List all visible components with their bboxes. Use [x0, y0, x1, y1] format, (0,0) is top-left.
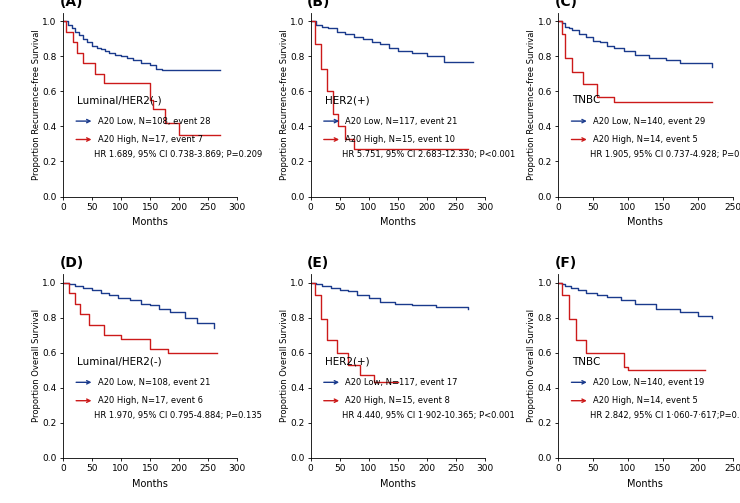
- Text: (E): (E): [307, 256, 329, 270]
- Text: HR 2.842, 95% CI 1·060-7·617;P=0.030: HR 2.842, 95% CI 1·060-7·617;P=0.030: [590, 411, 740, 420]
- Text: (B): (B): [307, 0, 331, 9]
- X-axis label: Months: Months: [628, 478, 663, 488]
- Y-axis label: Proportion Recurrence-free Survival: Proportion Recurrence-free Survival: [32, 29, 41, 180]
- Text: A20 Low, N=108, event 28: A20 Low, N=108, event 28: [98, 117, 210, 126]
- Text: HR 1.905, 95% CI 0.737-4.928; P=0.175: HR 1.905, 95% CI 0.737-4.928; P=0.175: [590, 150, 740, 159]
- Text: HR 4.440, 95% CI 1·902-10.365; P<0.001: HR 4.440, 95% CI 1·902-10.365; P<0.001: [342, 411, 515, 420]
- Text: (C): (C): [555, 0, 578, 9]
- Y-axis label: Proportion Recurrence-free Survival: Proportion Recurrence-free Survival: [527, 29, 536, 180]
- Text: A20 Low, N=108, event 21: A20 Low, N=108, event 21: [98, 378, 210, 387]
- Text: Luminal/HER2(-): Luminal/HER2(-): [77, 96, 161, 105]
- Text: HER2(+): HER2(+): [325, 357, 369, 367]
- Text: A20 High, N=14, event 5: A20 High, N=14, event 5: [593, 135, 698, 144]
- X-axis label: Months: Months: [132, 478, 168, 488]
- Text: HR 1.689, 95% CI 0.738-3.869; P=0.209: HR 1.689, 95% CI 0.738-3.869; P=0.209: [94, 150, 263, 159]
- Text: A20 High, N=14, event 5: A20 High, N=14, event 5: [593, 396, 698, 405]
- Text: A20 High, N=17, event 6: A20 High, N=17, event 6: [98, 396, 203, 405]
- Text: A20 Low, N=117, event 21: A20 Low, N=117, event 21: [346, 117, 458, 126]
- X-axis label: Months: Months: [132, 217, 168, 227]
- Text: HR 1.970, 95% CI 0.795-4.884; P=0.135: HR 1.970, 95% CI 0.795-4.884; P=0.135: [94, 411, 262, 420]
- Text: HER2(+): HER2(+): [325, 96, 369, 105]
- Text: (F): (F): [555, 256, 577, 270]
- Text: (A): (A): [59, 0, 83, 9]
- Text: A20 Low, N=140, event 19: A20 Low, N=140, event 19: [593, 378, 704, 387]
- Y-axis label: Proportion Overall Survival: Proportion Overall Survival: [527, 309, 536, 423]
- Text: Luminal/HER2(-): Luminal/HER2(-): [77, 357, 161, 367]
- Text: A20 High, N=15, event 8: A20 High, N=15, event 8: [346, 396, 451, 405]
- X-axis label: Months: Months: [380, 478, 416, 488]
- Text: A20 High, N=15, event 10: A20 High, N=15, event 10: [346, 135, 455, 144]
- X-axis label: Months: Months: [628, 217, 663, 227]
- Text: TNBC: TNBC: [572, 357, 601, 367]
- Text: HR 5.751, 95% CI 2.683-12.330; P<0.001: HR 5.751, 95% CI 2.683-12.330; P<0.001: [342, 150, 515, 159]
- Y-axis label: Proportion Overall Survival: Proportion Overall Survival: [280, 309, 289, 423]
- Text: (D): (D): [59, 256, 84, 270]
- Y-axis label: Proportion Overall Survival: Proportion Overall Survival: [32, 309, 41, 423]
- X-axis label: Months: Months: [380, 217, 416, 227]
- Y-axis label: Proportion Recurrence-free Survival: Proportion Recurrence-free Survival: [280, 29, 289, 180]
- Text: A20 Low, N=140, event 29: A20 Low, N=140, event 29: [593, 117, 705, 126]
- Text: A20 High, N=17, event 7: A20 High, N=17, event 7: [98, 135, 203, 144]
- Text: TNBC: TNBC: [572, 96, 601, 105]
- Text: A20 Low, N=117, event 17: A20 Low, N=117, event 17: [346, 378, 458, 387]
